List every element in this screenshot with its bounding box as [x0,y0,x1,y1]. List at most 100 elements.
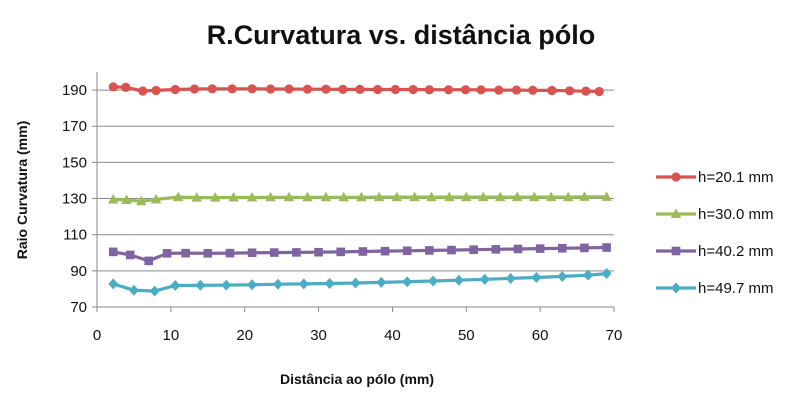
x-tick-label: 20 [236,327,253,344]
data-point [162,249,172,258]
data-point [511,85,522,95]
data-point [247,248,257,258]
series-3 [108,243,611,266]
data-point [191,192,202,202]
data-point [469,245,478,254]
legend-entry: h=40.2 mm [656,243,773,260]
data-point [170,279,181,291]
data-point [476,85,486,95]
data-point [358,247,368,256]
data-point [373,84,383,95]
data-point [128,284,139,296]
data-point [150,193,162,204]
y-axis-label: Raio Curvatura (mm) [14,121,30,259]
data-point [425,246,434,255]
data-point [529,191,540,202]
data-point [170,84,180,95]
data-point [391,191,403,202]
data-point [402,276,413,288]
legend-label: h=30.0 mm [698,206,773,223]
data-point [373,191,385,202]
y-tick-label: 110 [63,227,87,244]
data-point [336,247,346,257]
series-1 [108,82,604,97]
data-point [207,84,217,94]
data-point [356,191,367,202]
y-tick-label: 170 [62,118,87,135]
data-point [447,245,456,255]
data-point [461,191,472,202]
grid-lines [97,89,614,272]
data-point [579,191,590,201]
data-point [460,85,471,95]
data-point [601,191,612,201]
legend-marker [671,282,681,294]
legend-marker [670,208,682,218]
data-point [195,279,206,291]
data-point [265,191,276,202]
data-point [151,85,161,96]
data-point [581,86,591,96]
series-group [108,82,612,297]
data-point [144,256,153,266]
x-tick-label: 60 [532,327,549,344]
data-point [149,285,160,297]
data-point [108,82,118,92]
data-point [136,195,147,206]
data-point [221,279,232,291]
data-point [408,84,418,95]
data-point [479,273,490,285]
data-point [247,84,257,94]
data-point [324,278,335,289]
data-point [444,191,455,202]
data-point [535,244,545,253]
data-point [269,248,279,257]
x-tick-label: 30 [310,327,327,344]
legend-entry: h=49.7 mm [656,280,773,297]
data-point [298,278,309,290]
series-4 [108,268,612,297]
data-point [424,85,434,95]
data-point [209,192,221,202]
data-point [355,84,365,94]
data-point [121,194,132,204]
data-point [302,84,313,94]
x-tick-label: 50 [458,327,475,344]
data-point [181,248,190,258]
data-point [494,85,504,95]
data-point [284,84,294,94]
legend: h=20.1 mm h=30.0 mm h=40.2 mm h=49.7 mm [656,169,773,297]
y-tick-label: 130 [62,191,87,208]
x-axis-label: Distância ao pólo (mm) [280,371,434,387]
data-point [557,270,568,282]
legend-label: h=40.2 mm [698,243,773,260]
data-point [380,246,390,256]
legend-label: h=49.7 mm [698,280,773,297]
data-point [125,250,135,260]
data-point [601,268,612,280]
data-point [108,278,119,290]
data-point [283,191,295,202]
x-tick-label: 0 [93,327,101,344]
data-point [505,272,516,284]
data-point [321,84,331,94]
data-point [513,244,523,254]
data-point [443,85,454,95]
y-tick-label: 190 [62,82,87,99]
data-point [320,191,332,202]
data-point [528,85,538,95]
data-point [426,191,437,202]
data-point [409,191,420,202]
data-point [390,84,400,95]
axes: 70 90 110 130 150 170 190 0 10 20 30 40 50 60 70 [62,72,622,344]
data-point [173,191,184,202]
data-point [583,269,594,281]
data-point [108,247,118,257]
data-point [546,191,557,202]
y-tick-label: 90 [70,263,87,280]
data-point [292,248,301,257]
data-point [246,191,258,202]
legend-label: h=20.1 mm [698,169,773,186]
data-point [531,272,542,284]
